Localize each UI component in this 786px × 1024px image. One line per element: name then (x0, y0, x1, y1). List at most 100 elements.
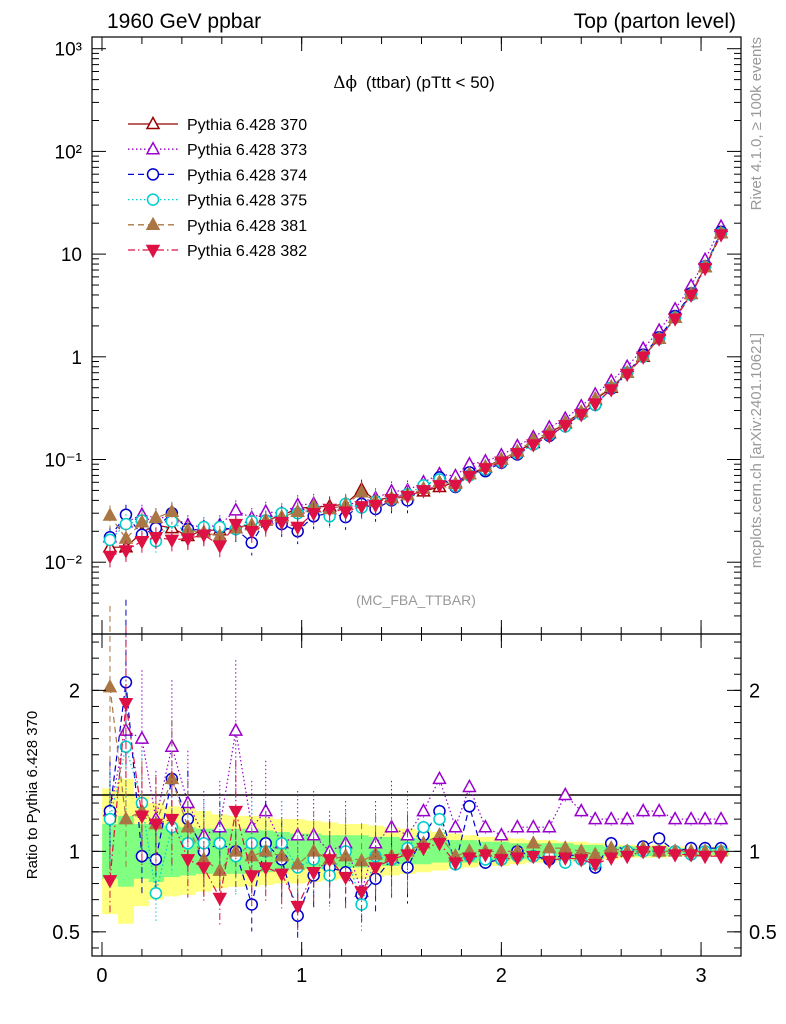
data-point (713, 229, 729, 243)
data-point (432, 480, 447, 494)
ratio-point (103, 812, 117, 826)
ratio-point (448, 819, 463, 833)
ratio-point (306, 867, 321, 881)
ratio-point (667, 849, 683, 863)
ratio-point (526, 819, 541, 833)
data-point (258, 519, 273, 534)
ratio-point (494, 827, 509, 841)
data-point (228, 518, 244, 533)
main-data-layer (102, 218, 729, 569)
legend-label: Pythia 6.428 381 (187, 218, 307, 235)
ratio-point (713, 811, 729, 825)
ratio-point (290, 900, 305, 915)
ratio-point (118, 697, 134, 712)
ratio-point (432, 770, 447, 785)
header-right: Top (parton level) (574, 10, 736, 33)
ratio-point (603, 852, 619, 866)
ratio-point (244, 870, 260, 884)
ratio-point (652, 832, 666, 845)
title-text: (ttbar) (pTtt < 50) (366, 73, 495, 92)
data-point (478, 463, 493, 477)
legend-item-s375: Pythia 6.428 375 (128, 193, 307, 210)
ratio-point (228, 722, 244, 736)
ratio-point (196, 862, 212, 876)
legend-marker (146, 193, 160, 206)
ratio-point (338, 871, 353, 886)
data-point (148, 532, 164, 546)
data-point (290, 521, 305, 536)
ratio-series-s382 (102, 625, 729, 933)
legend-item-s382: Pythia 6.428 382 (128, 243, 307, 260)
ratio-point (228, 805, 244, 820)
legend-item-s370: Pythia 6.428 370 (128, 115, 307, 134)
ratio-point (462, 852, 477, 866)
ratio-point (416, 842, 431, 857)
ratio-panel: 0.5 0.5 1 1 2 2 0 1 2 3 Ratio to Pythia 6.428 370 (24, 599, 777, 987)
legend-marker (146, 168, 160, 181)
legend-label: Pythia 6.428 370 (187, 117, 307, 134)
data-point (212, 540, 228, 554)
ratio-point (180, 854, 196, 868)
legend-item-s381: Pythia 6.428 381 (128, 216, 307, 235)
data-point (462, 470, 477, 485)
series-s374 (103, 225, 728, 556)
ratio-point (587, 858, 603, 873)
ratio-ylabel: Ratio to Pythia 6.428 370 (24, 711, 41, 879)
series-line-s374 (109, 231, 722, 544)
ratio-point (164, 770, 180, 785)
ratio-point (432, 838, 447, 852)
ratio-point (619, 850, 635, 865)
data-point (134, 514, 150, 528)
y-tick-label: 10² (55, 142, 82, 163)
ratio-point (212, 892, 228, 907)
ratio-axis-ticks: 0.5 0.5 1 1 2 2 0 1 2 3 (52, 634, 777, 987)
header-left: 1960 GeV ppbar (107, 10, 261, 33)
ratio-point (400, 849, 415, 863)
data-point (683, 289, 699, 304)
ratio-point (368, 862, 383, 876)
data-point (180, 533, 196, 547)
main-axis-ticks: 10⁻² 10⁻¹ 1 10 10² 10³ (45, 37, 741, 635)
ratio-frame (91, 633, 742, 957)
data-point (619, 368, 635, 383)
ratio-point (558, 852, 573, 866)
ratio-y-tick-label: 1 (69, 841, 80, 863)
ratio-point (651, 846, 667, 860)
ratio-point (368, 846, 383, 860)
ratio-point (290, 856, 305, 870)
ratio-point (478, 819, 493, 833)
data-point (494, 456, 509, 470)
legend: Pythia 6.428 370 Pythia 6.428 373 Pythia 6… (128, 115, 307, 260)
data-point (510, 448, 525, 462)
ratio-point (448, 857, 463, 871)
data-point (573, 409, 589, 423)
series-s373 (102, 218, 729, 551)
ratio-point (542, 819, 557, 833)
ratio-line-s381 (109, 687, 722, 872)
ratio-point (683, 849, 699, 863)
y-tick-label: 10 (61, 245, 82, 266)
data-point (558, 420, 573, 434)
ratio-point (462, 778, 477, 793)
rivet-version-label: Rivet 4.1.0, ≥ 100k events (748, 37, 765, 210)
x-tick-label: 3 (695, 965, 706, 987)
data-point (542, 430, 557, 444)
ratio-point (573, 803, 589, 817)
ratio-point (463, 800, 476, 813)
series-line-s375 (109, 232, 722, 543)
data-point (667, 313, 683, 327)
data-point (384, 494, 399, 508)
series-line-s382 (109, 234, 722, 557)
series-line-s381 (109, 232, 722, 540)
data-point (290, 503, 305, 518)
ratio-point (697, 811, 713, 825)
ratio-y-tick-label: 0.5 (52, 922, 80, 944)
ratio-point (384, 854, 399, 868)
mcplots-label: mcplots.cern.ch [arXiv:2401.10621] (748, 333, 765, 568)
data-point (526, 439, 541, 453)
data-point (164, 503, 180, 518)
data-point (697, 262, 713, 277)
x-tick-label: 1 (296, 965, 307, 987)
ratio-point (433, 812, 446, 826)
data-point (103, 533, 117, 547)
